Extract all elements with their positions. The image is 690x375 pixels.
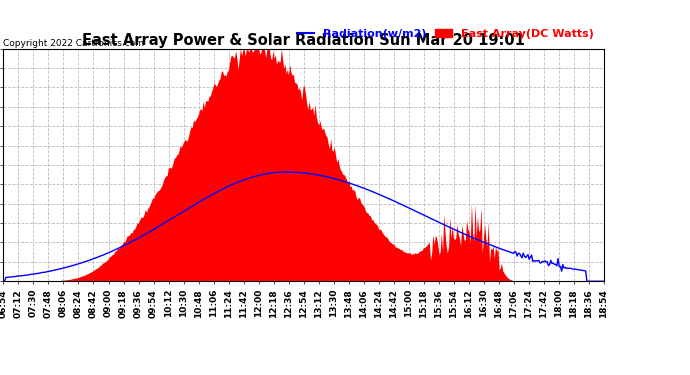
Legend: Radiation(w/m2), East Array(DC Watts): Radiation(w/m2), East Array(DC Watts) xyxy=(293,24,598,43)
Text: Copyright 2022 Cartronics.com: Copyright 2022 Cartronics.com xyxy=(3,39,144,48)
Title: East Array Power & Solar Radiation Sun Mar 20 19:01: East Array Power & Solar Radiation Sun M… xyxy=(82,33,525,48)
